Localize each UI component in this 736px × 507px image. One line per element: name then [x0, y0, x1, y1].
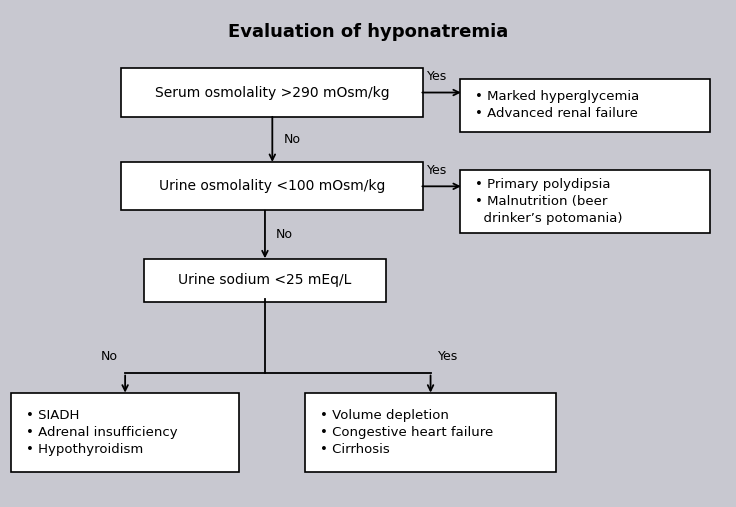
FancyBboxPatch shape: [121, 68, 423, 117]
FancyBboxPatch shape: [460, 79, 710, 132]
Text: No: No: [283, 133, 300, 146]
FancyBboxPatch shape: [144, 259, 386, 302]
Text: • SIADH
• Adrenal insufficiency
• Hypothyroidism: • SIADH • Adrenal insufficiency • Hypoth…: [26, 409, 177, 456]
Text: • Volume depletion
• Congestive heart failure
• Cirrhosis: • Volume depletion • Congestive heart fa…: [320, 409, 493, 456]
Text: No: No: [276, 228, 293, 241]
Text: Evaluation of hyponatremia: Evaluation of hyponatremia: [228, 23, 508, 41]
Text: No: No: [101, 349, 118, 363]
Text: Urine osmolality <100 mOsm/kg: Urine osmolality <100 mOsm/kg: [159, 179, 386, 193]
Text: • Marked hyperglycemia
• Advanced renal failure: • Marked hyperglycemia • Advanced renal …: [475, 90, 639, 120]
Text: Yes: Yes: [427, 70, 447, 83]
FancyBboxPatch shape: [460, 170, 710, 233]
FancyBboxPatch shape: [305, 393, 556, 472]
FancyBboxPatch shape: [121, 162, 423, 210]
FancyBboxPatch shape: [11, 393, 239, 472]
Text: Urine sodium <25 mEq/L: Urine sodium <25 mEq/L: [178, 273, 352, 287]
Text: Yes: Yes: [427, 164, 447, 177]
Text: Yes: Yes: [438, 349, 459, 363]
Text: Serum osmolality >290 mOsm/kg: Serum osmolality >290 mOsm/kg: [155, 86, 389, 99]
Text: • Primary polydipsia
• Malnutrition (beer
  drinker’s potomania): • Primary polydipsia • Malnutrition (bee…: [475, 178, 622, 225]
